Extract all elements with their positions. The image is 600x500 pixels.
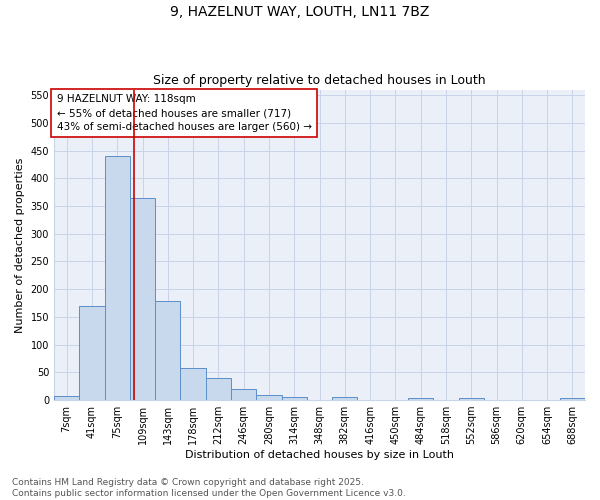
Bar bbox=[231, 389, 256, 400]
Bar bbox=[206, 378, 231, 400]
Bar bbox=[104, 156, 130, 400]
Bar bbox=[281, 397, 307, 400]
Bar bbox=[130, 198, 155, 400]
Bar bbox=[79, 306, 104, 400]
Bar bbox=[408, 398, 433, 400]
Bar bbox=[54, 396, 79, 400]
Text: 9, HAZELNUT WAY, LOUTH, LN11 7BZ: 9, HAZELNUT WAY, LOUTH, LN11 7BZ bbox=[170, 5, 430, 19]
X-axis label: Distribution of detached houses by size in Louth: Distribution of detached houses by size … bbox=[185, 450, 454, 460]
Y-axis label: Number of detached properties: Number of detached properties bbox=[15, 157, 25, 332]
Bar bbox=[256, 394, 281, 400]
Text: Contains HM Land Registry data © Crown copyright and database right 2025.
Contai: Contains HM Land Registry data © Crown c… bbox=[12, 478, 406, 498]
Bar bbox=[458, 398, 484, 400]
Bar bbox=[560, 398, 585, 400]
Bar bbox=[181, 368, 206, 400]
Text: 9 HAZELNUT WAY: 118sqm
← 55% of detached houses are smaller (717)
43% of semi-de: 9 HAZELNUT WAY: 118sqm ← 55% of detached… bbox=[56, 94, 311, 132]
Bar bbox=[332, 398, 358, 400]
Bar bbox=[155, 302, 181, 400]
Title: Size of property relative to detached houses in Louth: Size of property relative to detached ho… bbox=[153, 74, 486, 87]
